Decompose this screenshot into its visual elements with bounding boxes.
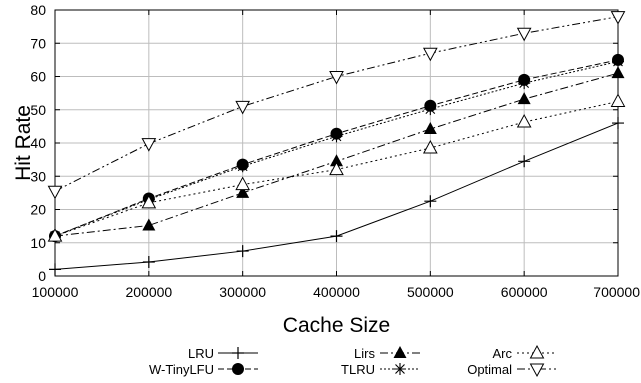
legend-marker [529, 344, 545, 359]
series-lru [49, 117, 624, 276]
x-tick-label: 400000 [313, 284, 360, 300]
y-tick-label: 30 [30, 168, 46, 184]
y-tick-label: 20 [30, 202, 46, 218]
y-tick-label: 0 [38, 268, 46, 284]
data-point-marker [518, 155, 531, 168]
y-tick-label: 80 [30, 2, 46, 18]
legend-label: Arc [493, 346, 513, 361]
data-point-marker [611, 66, 625, 79]
legend-marker [529, 363, 545, 378]
data-point-marker [612, 55, 624, 68]
data-point-marker [610, 93, 626, 107]
y-axis-title: Hit Rate [12, 105, 35, 181]
x-tick-label: 700000 [593, 284, 640, 300]
y-tick-label: 70 [30, 35, 46, 51]
data-point-marker [424, 195, 437, 208]
data-point-marker [330, 230, 343, 243]
data-point-marker [235, 176, 251, 191]
data-point-marker [330, 154, 343, 167]
y-tick-label: 10 [30, 235, 46, 251]
data-point-marker [141, 138, 157, 152]
y-tick-label: 50 [30, 102, 46, 118]
legend-label: Optimal [467, 362, 512, 377]
legend-entry: Lirs [354, 346, 420, 361]
legend-entry: W-TinyLFU [149, 362, 258, 377]
data-point-marker [49, 263, 61, 276]
legend-label: W-TinyLFU [149, 362, 214, 377]
series-arc [47, 93, 626, 242]
legend-marker [232, 347, 244, 359]
data-point-marker [236, 185, 250, 198]
legend-entry: Arc [493, 344, 557, 361]
x-tick-label: 100000 [32, 284, 79, 300]
data-point-marker [518, 77, 531, 90]
axis-ticks: 0 10 20 30 40 50 60 70 80 100000 200000 300000 40000… [30, 2, 640, 300]
series-lines [47, 11, 626, 276]
y-tick-label: 40 [30, 135, 46, 151]
legend-label: LRU [188, 346, 214, 361]
data-point-marker [517, 92, 531, 105]
data-point-marker [47, 228, 63, 242]
legend-label: Lirs [354, 346, 375, 361]
legend-label: TLRU [341, 362, 375, 377]
data-point-marker [422, 139, 438, 154]
x-tick-label: 500000 [407, 284, 454, 300]
data-point-marker [422, 47, 438, 62]
x-tick-label: 600000 [501, 284, 548, 300]
data-point-marker [142, 218, 156, 231]
data-point-marker [329, 161, 344, 176]
data-point-marker [424, 103, 437, 116]
data-point-marker [516, 114, 532, 128]
data-point-marker [329, 71, 344, 85]
data-point-marker [236, 245, 249, 258]
legend-marker [393, 346, 407, 358]
legend-marker [232, 363, 244, 375]
data-point-marker [423, 122, 437, 135]
data-point-marker [516, 27, 532, 42]
legend-entry: TLRU [341, 362, 420, 377]
series-optimal [47, 11, 626, 200]
x-axis-title: Cache Size [283, 314, 390, 337]
data-point-marker [610, 11, 626, 25]
data-point-marker [47, 185, 63, 200]
data-point-marker [330, 130, 343, 143]
data-point-marker [235, 100, 251, 115]
x-tick-label: 200000 [125, 284, 172, 300]
x-tick-label: 300000 [219, 284, 266, 300]
data-point-marker [142, 256, 155, 269]
legend-entry: Optimal [467, 362, 557, 378]
data-point-marker [236, 160, 249, 173]
legend-marker [394, 363, 406, 375]
data-point-marker [141, 194, 157, 209]
data-point-marker [612, 117, 624, 130]
legend-entry: LRU [188, 346, 258, 361]
y-tick-label: 60 [30, 69, 46, 85]
